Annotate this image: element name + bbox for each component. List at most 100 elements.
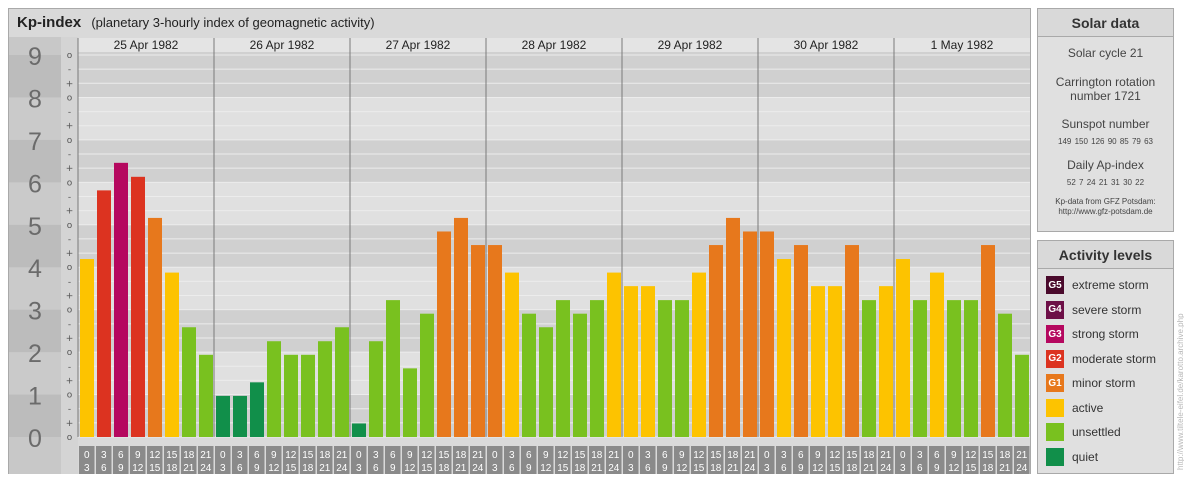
- day-label: 26 Apr 1982: [250, 38, 315, 52]
- legend-label: extreme storm: [1072, 278, 1149, 292]
- interval-end-label: 12: [540, 463, 552, 474]
- sub-tick-label: o: [67, 391, 73, 401]
- kp-bar: [828, 286, 842, 437]
- interval-end-label: 21: [319, 463, 331, 474]
- y-tick-label: 5: [28, 213, 42, 241]
- interval-end-label: 12: [132, 463, 144, 474]
- interval-cell: [708, 446, 724, 474]
- legend-label: severe storm: [1072, 302, 1142, 317]
- sub-tick-label: +: [66, 249, 74, 259]
- date-header-row: [78, 38, 1030, 52]
- sunspot-values: 149 150 126 90 85 79 63: [1058, 137, 1153, 146]
- kp-bar: [199, 354, 213, 437]
- y-tick-label: 2: [28, 340, 42, 368]
- y-tick-label: 1: [28, 383, 42, 411]
- interval-cell: [300, 446, 316, 474]
- kp-bar: [420, 313, 434, 437]
- sub-tick-label: -: [68, 192, 71, 202]
- y-axis-band: [9, 224, 61, 268]
- interval-end-label: 24: [336, 463, 348, 474]
- y-tick-label: 4: [28, 255, 42, 283]
- interval-end-label: 12: [812, 463, 824, 474]
- interval-end-label: 15: [965, 463, 977, 474]
- interval-end-label: 3: [492, 463, 498, 474]
- interval-cell: [79, 446, 95, 474]
- interval-cell: [402, 446, 418, 474]
- interval-cell: [470, 446, 486, 474]
- interval-start-label: 15: [982, 450, 994, 461]
- legend-swatch: [1046, 423, 1064, 441]
- y-axis-band: [9, 139, 61, 183]
- interval-cell: [453, 446, 469, 474]
- y-axis-band: [9, 97, 61, 140]
- solar-cycle: Solar cycle 21: [1067, 46, 1144, 60]
- interval-cell: [368, 446, 384, 474]
- kp-bar: [556, 300, 570, 437]
- interval-cell: [861, 446, 877, 474]
- kp-chart-panel: 25 Apr 1982 26 Apr 1982 27 Apr 1982 28 Apr …: [8, 8, 1031, 474]
- interval-cell: [283, 446, 299, 474]
- kp-bar: [216, 395, 230, 437]
- kp-bar: [369, 341, 383, 437]
- interval-cell: [334, 446, 350, 474]
- interval-start-label: 3: [917, 450, 923, 461]
- interval-start-label: 15: [846, 450, 858, 461]
- interval-cell: [963, 446, 979, 474]
- kp-bar: [267, 341, 281, 437]
- interval-cell: [317, 446, 333, 474]
- legend-label: active: [1072, 400, 1104, 415]
- kp-bar: [743, 231, 757, 437]
- y-tick-label: 8: [28, 85, 42, 113]
- kp-bar: [658, 300, 672, 437]
- interval-end-label: 21: [183, 463, 195, 474]
- kp-bar: [879, 286, 893, 437]
- kp-bar: [148, 217, 162, 437]
- interval-cell: [640, 446, 656, 474]
- interval-end-label: 12: [268, 463, 280, 474]
- interval-cell: [555, 446, 571, 474]
- legend-item: quiet: [1046, 447, 1098, 467]
- sub-tick-label: -: [68, 362, 71, 372]
- interval-end-label: 6: [781, 463, 787, 474]
- interval-start-label: 21: [200, 450, 212, 461]
- interval-end-label: 6: [917, 463, 923, 474]
- interval-cell: [113, 446, 129, 474]
- activity-levels-title: Activity levels: [1038, 241, 1173, 269]
- interval-end-label: 24: [1016, 463, 1028, 474]
- kp-bar: [539, 327, 553, 437]
- y-axis-band: [9, 352, 61, 395]
- interval-start-label: 21: [880, 450, 892, 461]
- sub-tick-label: -: [68, 108, 71, 118]
- interval-cell: [827, 446, 843, 474]
- kp-chart: 25 Apr 1982 26 Apr 1982 27 Apr 1982 28 Apr …: [9, 37, 1030, 474]
- day-label: 30 Apr 1982: [794, 38, 859, 52]
- interval-end-label: 24: [608, 463, 620, 474]
- legend-item: G3 strong storm: [1046, 324, 1139, 344]
- kp-bar: [641, 286, 655, 437]
- interval-start-label: 18: [727, 450, 739, 461]
- interval-cell: [895, 446, 911, 474]
- interval-end-label: 15: [693, 463, 705, 474]
- y-tick-label: 0: [28, 425, 42, 453]
- legend-label: unsettled: [1072, 425, 1121, 439]
- interval-cell: [844, 446, 860, 474]
- interval-end-label: 18: [302, 463, 314, 474]
- sub-tick-label: o: [67, 51, 73, 61]
- kp-bar: [913, 300, 927, 437]
- interval-cell: [623, 446, 639, 474]
- source-link[interactable]: http://www.gfz-potsdam.de: [1058, 207, 1153, 216]
- interval-start-label: 0: [492, 450, 498, 461]
- interval-end-label: 6: [509, 463, 515, 474]
- activity-levels-panel: Activity levels G5 extreme storm G4 severe …: [1037, 240, 1174, 474]
- sub-tick-label: o: [67, 433, 73, 443]
- legend-swatch: [1046, 398, 1064, 417]
- ap-label: Daily Ap-index: [1067, 158, 1144, 172]
- sub-tick-label: -: [68, 405, 71, 415]
- interval-start-label: 12: [285, 450, 297, 461]
- interval-end-label: 24: [200, 463, 212, 474]
- chart-subtitle: (planetary 3-hourly index of geomagnetic…: [91, 15, 375, 30]
- interval-cell: [691, 446, 707, 474]
- sub-tick-label: +: [66, 79, 74, 89]
- interval-cell: [674, 446, 690, 474]
- kp-bar: [97, 190, 111, 437]
